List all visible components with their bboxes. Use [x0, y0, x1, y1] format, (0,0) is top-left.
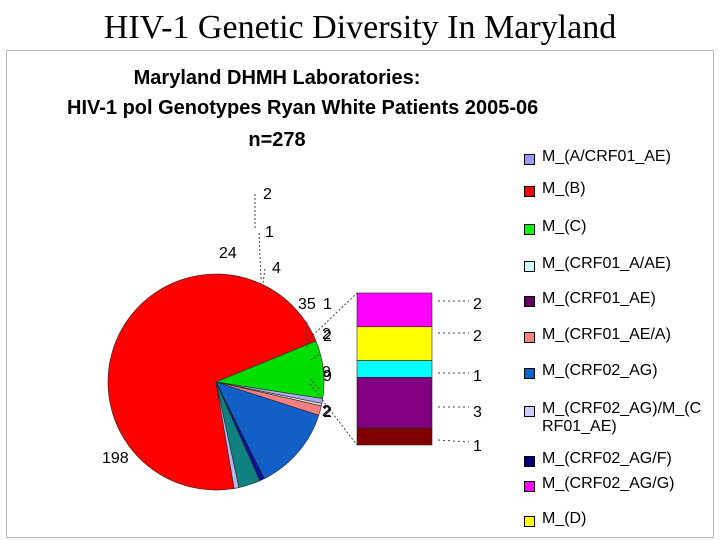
pie-leader-2: [262, 268, 266, 284]
bar-segment-3: [356, 377, 433, 429]
pie-leader-1: [258, 232, 262, 280]
legend-swatch: [524, 456, 535, 467]
legend-label: M_(CRF01_AE): [542, 290, 656, 307]
bar-left-label-3: 2: [323, 404, 332, 421]
pie-label-4: 4: [272, 260, 281, 277]
legend-label: M_(C): [542, 218, 587, 235]
bar-right-label-1: 2: [473, 328, 482, 345]
bar-right-label-4: 1: [473, 438, 482, 455]
legend-swatch: [524, 332, 535, 343]
bar-right-label-2: 1: [473, 368, 482, 385]
pie-label-6: 2: [322, 326, 331, 343]
bar-right-label-0: 2: [473, 296, 482, 313]
legend-label: M_(CRF02_AG/G): [542, 475, 675, 492]
legend-label: M_(CRF02_AG/F): [542, 450, 672, 467]
legend-label: M_(CRF01_AE/A): [542, 326, 671, 343]
pie-slice-5: [215, 381, 320, 480]
legend-label: M_(CRF02_AG)/M_(C: [542, 400, 702, 417]
chart-panel: Maryland DHMH Laboratories: HIV-1 pol Ge…: [6, 50, 714, 538]
connector-top: [306, 292, 358, 342]
pie-leader-4: [308, 354, 320, 362]
pie-label-8: 2: [322, 403, 331, 420]
bar-segment-0: [356, 292, 433, 328]
legend-swatch: [524, 516, 535, 527]
chart-title-line-1: Maryland DHMH Laboratories:: [133, 67, 421, 89]
legend-swatch: [524, 224, 535, 235]
legend-label: M_(CRF02_AG): [542, 362, 658, 379]
bar-left-label-0: 1: [323, 296, 332, 313]
pie-label-1: 24: [219, 245, 237, 262]
legend-label: M_(CRF01_A/AE): [542, 255, 671, 272]
legend-swatch: [524, 406, 535, 417]
legend-label: M_(D): [542, 510, 587, 527]
legend-label: M_(B): [542, 180, 586, 197]
legend-label-continued: RF01_AE): [542, 418, 617, 435]
pie-label-0: 198: [102, 450, 129, 467]
pie-label-2: 2: [263, 186, 272, 203]
chart-title-line-2: HIV-1 pol Genotypes Ryan White Patients …: [67, 97, 539, 119]
bar-left-label-2: 9: [323, 368, 332, 385]
bar-segment-1: [356, 326, 433, 361]
legend-swatch: [524, 368, 535, 379]
connector-bottom: [309, 383, 358, 446]
bar-right-label-3: 3: [473, 404, 482, 421]
legend-swatch: [524, 154, 535, 165]
pie-slice-8: [215, 381, 240, 489]
pie-label-7: 9: [322, 364, 331, 381]
pie-label-3: 1: [265, 224, 274, 241]
pie-slice-0: [107, 273, 317, 491]
chart-title-line-3: n=278: [248, 129, 306, 151]
legend-label: M_(A/CRF01_AE): [542, 148, 671, 165]
legend-swatch: [524, 261, 535, 272]
legend-swatch: [524, 481, 535, 492]
bar-leader-4: [437, 439, 470, 443]
bar-segment-2: [356, 360, 433, 378]
pie-label-5: 35: [298, 296, 316, 313]
bar-segment-4: [356, 427, 433, 446]
legend-swatch: [524, 186, 535, 197]
slide-title: HIV-1 Genetic Diversity In Maryland: [103, 9, 617, 46]
legend-swatch: [524, 296, 535, 307]
bar-left-label-1: 2: [323, 328, 332, 345]
